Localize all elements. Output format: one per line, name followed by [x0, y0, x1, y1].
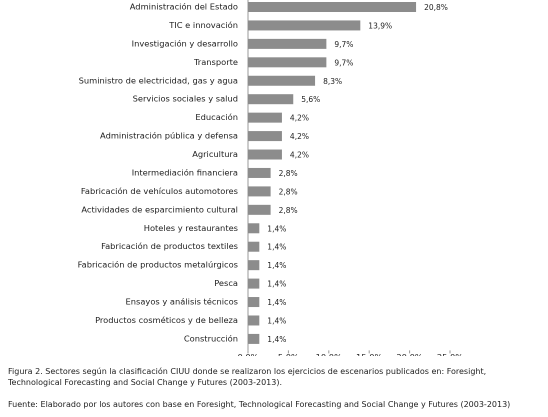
category-label: Administración del Estado [130, 2, 238, 12]
category-label: Ensayos y análisis técnicos [126, 297, 238, 307]
bar [248, 112, 282, 123]
value-label: 2,8% [279, 169, 298, 178]
bar [248, 131, 282, 142]
x-tick-label: 15,0% [356, 352, 382, 360]
caption: Figura 2. Sectores según la clasificació… [8, 367, 487, 387]
x-tick-label: 10,0% [316, 352, 342, 360]
category-label: Administración pública y defensa [100, 131, 238, 141]
value-label: 13,9% [368, 21, 392, 30]
category-label: Intermediación financiera [132, 167, 238, 177]
value-label: 1,4% [267, 280, 286, 289]
x-tick-label: 25,0% [437, 352, 463, 360]
value-label: 4,2% [290, 114, 309, 123]
category-label: TIC e innovación [168, 20, 238, 30]
category-label: Actividades de esparcimiento cultural [81, 204, 238, 214]
bar [248, 278, 260, 289]
category-label: Fabricación de vehículos automotores [81, 186, 238, 196]
category-label: Productos cosméticos y de belleza [95, 315, 238, 325]
value-label: 20,8% [424, 3, 448, 12]
value-label: 1,4% [267, 261, 286, 270]
value-label: 2,8% [279, 206, 298, 215]
category-label: Educación [195, 112, 238, 122]
value-label: 1,4% [267, 224, 286, 233]
value-label: 1,4% [267, 335, 286, 344]
chart: 0,0% 5,0% 10,0% 15,0% 20,0% 25,0% Administraci… [78, 0, 463, 360]
category-label: Servicios sociales y salud [133, 94, 238, 104]
bar [248, 186, 271, 197]
value-label: 8,3% [323, 77, 342, 86]
bar [248, 297, 260, 308]
bar [248, 149, 282, 160]
category-label: Pesca [214, 278, 238, 288]
category-label: Agricultura [192, 149, 238, 159]
value-label: 1,4% [267, 316, 286, 325]
value-label: 9,7% [334, 40, 353, 49]
category-label: Fabricación de productos metalúrgicos [78, 260, 238, 270]
x-tick-label: 20,0% [396, 352, 422, 360]
source: Fuente: Elaborado por los autores con ba… [8, 400, 511, 409]
category-label: Transporte [193, 57, 238, 67]
category-label: Construcción [184, 333, 238, 343]
bar [248, 94, 294, 105]
bar [248, 75, 316, 86]
value-label: 1,4% [267, 243, 286, 252]
plot-area: 0,0% 5,0% 10,0% 15,0% 20,0% 25,0% Administraci… [78, 0, 463, 360]
bar [248, 223, 260, 234]
bar [248, 57, 327, 68]
category-label: Fabricación de productos textiles [101, 241, 238, 251]
value-label: 4,2% [290, 151, 309, 160]
value-label: 4,2% [290, 132, 309, 141]
x-tick-label: 0,0% [237, 352, 258, 360]
bar [248, 204, 271, 215]
category-label: Investigación y desarrollo [132, 38, 238, 48]
bar [248, 260, 260, 271]
category-label: Suministro de electricidad, gas y agua [79, 75, 238, 85]
bar [248, 167, 271, 178]
bar [248, 20, 361, 31]
bar [248, 241, 260, 252]
value-label: 2,8% [279, 187, 298, 196]
category-label: Hoteles y restaurantes [144, 223, 238, 233]
value-label: 9,7% [334, 58, 353, 67]
value-label: 1,4% [267, 298, 286, 307]
value-label: 5,6% [301, 95, 320, 104]
bar [248, 315, 260, 326]
bar [248, 333, 260, 344]
bar [248, 38, 327, 49]
bar [248, 2, 417, 12]
x-tick-label: 5,0% [278, 352, 299, 360]
